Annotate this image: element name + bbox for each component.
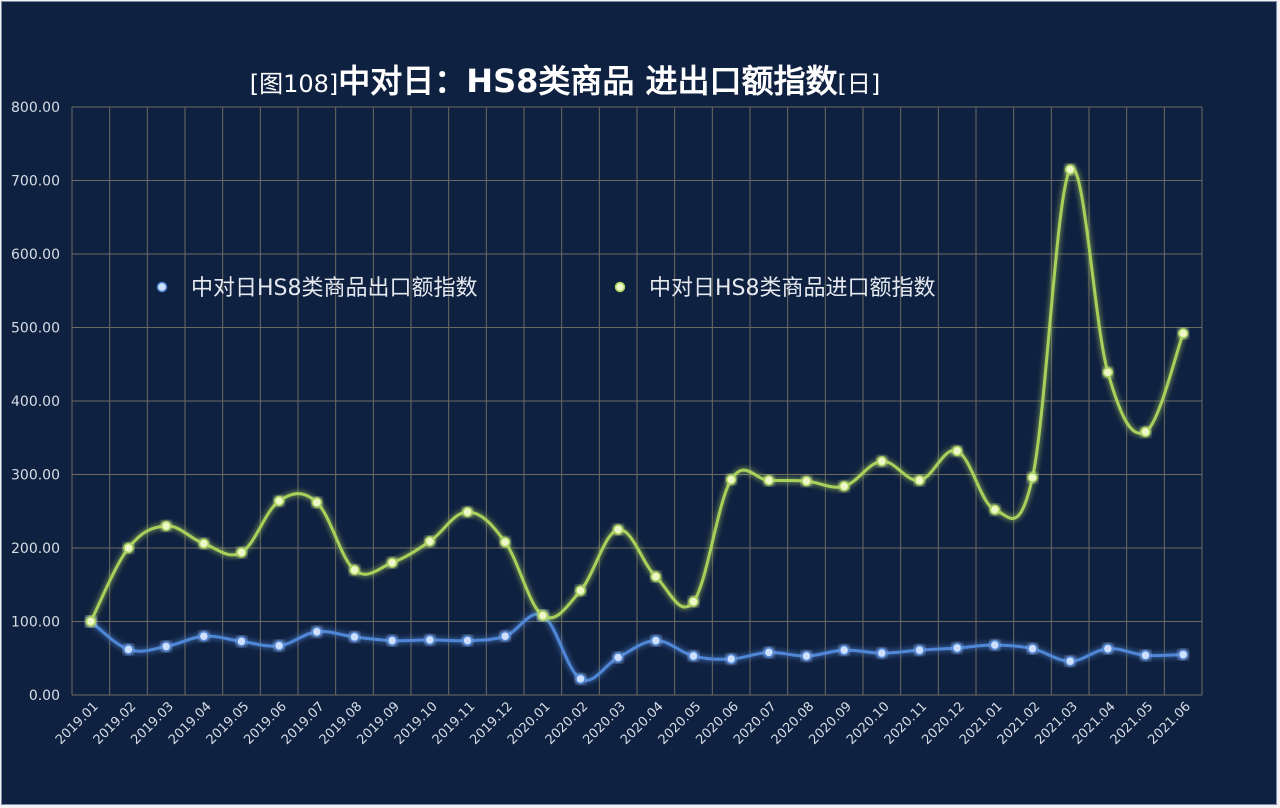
data-point bbox=[160, 520, 172, 532]
gridlines bbox=[71, 106, 1203, 696]
data-point bbox=[1177, 328, 1189, 339]
data-point bbox=[311, 497, 323, 508]
data-point bbox=[763, 475, 775, 486]
data-point bbox=[914, 475, 925, 486]
y-tick-label: 800.00 bbox=[11, 100, 60, 116]
data-point bbox=[612, 524, 624, 535]
data-point bbox=[1027, 643, 1038, 654]
y-tick-label: 300.00 bbox=[11, 468, 60, 484]
data-point bbox=[914, 644, 925, 656]
title-prefix: [图108] bbox=[249, 70, 339, 98]
data-point bbox=[838, 481, 850, 492]
data-point bbox=[462, 506, 473, 518]
title-main: 中对日：HS8类商品 进出口额指数 bbox=[338, 62, 838, 100]
data-point bbox=[273, 495, 285, 507]
data-point bbox=[989, 639, 1001, 651]
legend-swatch-marker bbox=[614, 281, 626, 293]
y-tick-label: 500.00 bbox=[11, 321, 60, 337]
data-point bbox=[236, 547, 247, 558]
data-point bbox=[575, 673, 586, 685]
data-point bbox=[1064, 164, 1076, 175]
data-point bbox=[688, 596, 699, 607]
data-point bbox=[1177, 649, 1189, 660]
data-point bbox=[462, 635, 473, 646]
data-point bbox=[123, 542, 134, 554]
data-point bbox=[725, 474, 737, 485]
data-point bbox=[198, 630, 210, 642]
data-point bbox=[650, 635, 662, 646]
data-point bbox=[1140, 650, 1151, 661]
data-point bbox=[160, 641, 172, 652]
data-point bbox=[1064, 655, 1076, 667]
legend-label: 中对日HS8类商品出口额指数 bbox=[191, 276, 478, 301]
data-point bbox=[838, 644, 850, 656]
data-point bbox=[499, 630, 511, 642]
y-tick-label: 700.00 bbox=[11, 174, 60, 190]
data-point bbox=[688, 650, 699, 662]
series-export bbox=[85, 610, 1189, 685]
data-point bbox=[1102, 367, 1114, 378]
data-point bbox=[424, 634, 436, 646]
legend-label: 中对日HS8类商品进口额指数 bbox=[649, 276, 936, 301]
data-point bbox=[424, 536, 436, 547]
data-point bbox=[725, 653, 737, 665]
series-layer bbox=[85, 164, 1189, 685]
data-point bbox=[1102, 643, 1114, 654]
data-point bbox=[575, 585, 586, 596]
data-point bbox=[236, 636, 247, 647]
data-point bbox=[1027, 472, 1038, 483]
data-point bbox=[951, 642, 963, 654]
data-point bbox=[386, 557, 398, 568]
legend-swatch-marker bbox=[156, 281, 168, 293]
title-suffix: [日] bbox=[837, 70, 881, 98]
data-point bbox=[876, 647, 888, 659]
data-point bbox=[1140, 426, 1151, 438]
data-point bbox=[198, 538, 210, 549]
legend: 中对日HS8类商品出口额指数 中对日HS8类商品进口额指数 bbox=[143, 276, 936, 301]
data-point bbox=[273, 640, 285, 652]
chart-title: [图108]中对日：HS8类商品 进出口额指数[日] bbox=[0, 56, 1130, 102]
data-point bbox=[311, 626, 323, 638]
data-point bbox=[989, 504, 1001, 516]
data-point bbox=[537, 610, 549, 621]
series-line bbox=[89, 166, 1185, 623]
y-tick-label: 200.00 bbox=[11, 541, 60, 557]
data-point bbox=[386, 635, 398, 646]
y-tick-label: 100.00 bbox=[11, 615, 60, 631]
data-point bbox=[876, 456, 888, 467]
data-point bbox=[123, 644, 134, 655]
y-tick-label: 600.00 bbox=[11, 247, 60, 263]
series-import bbox=[85, 164, 1189, 627]
x-axis-ticks: 2019.012019.022019.032019.042019.052019.… bbox=[53, 699, 1194, 748]
data-point bbox=[85, 616, 97, 627]
y-tick-label: 0.00 bbox=[29, 688, 60, 704]
y-tick-label: 400.00 bbox=[11, 394, 60, 410]
data-point bbox=[349, 564, 360, 576]
data-point bbox=[801, 650, 812, 662]
data-point bbox=[612, 652, 624, 663]
data-point bbox=[801, 475, 812, 487]
y-axis-ticks: 0.00 100.00 200.00 300.00 400.00 500.00 600.00… bbox=[11, 100, 60, 704]
data-point bbox=[349, 631, 360, 643]
data-point bbox=[951, 445, 963, 457]
data-point bbox=[763, 647, 775, 658]
data-point bbox=[499, 536, 511, 548]
data-point bbox=[650, 571, 662, 582]
